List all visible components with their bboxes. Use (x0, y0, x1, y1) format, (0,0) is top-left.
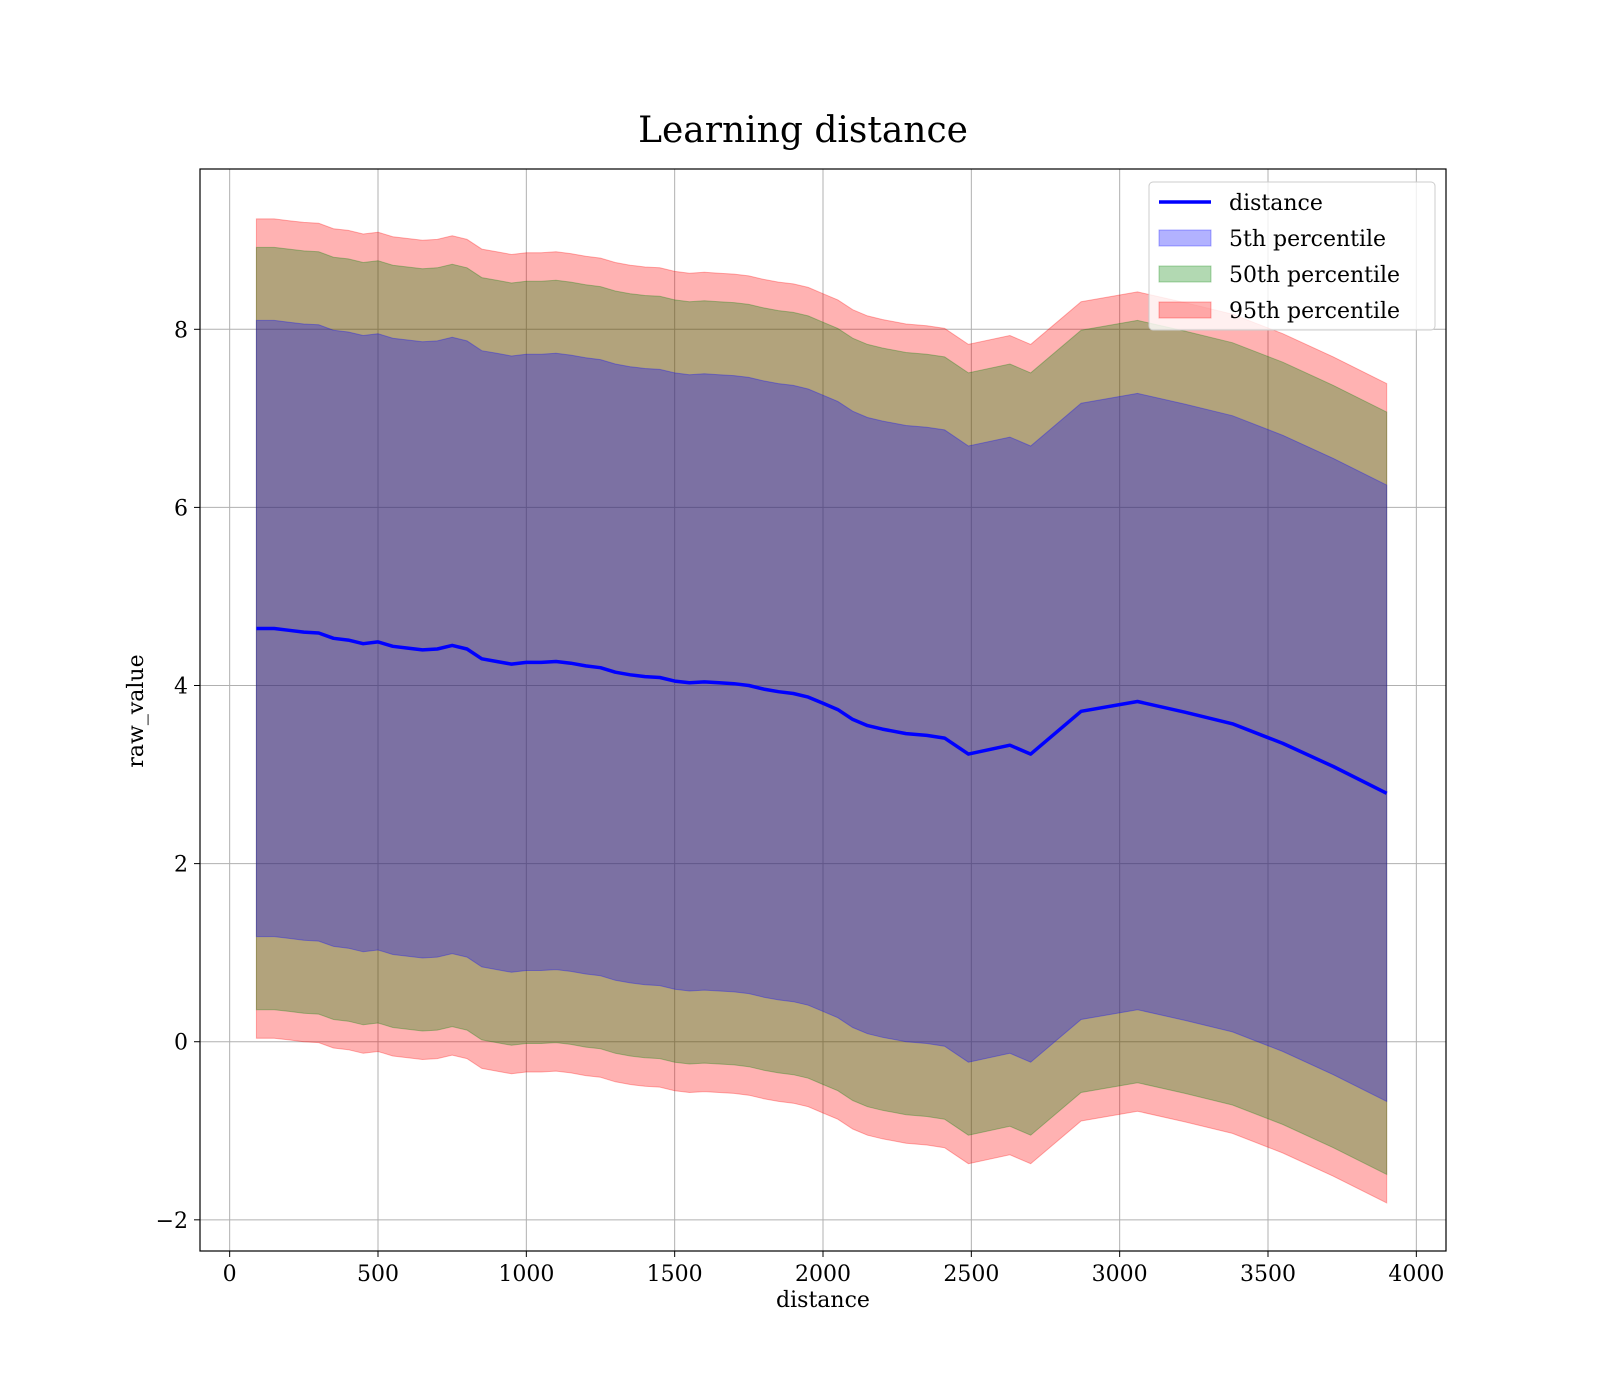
percentile-band-50th (255, 246, 1388, 1176)
legend-patch-swatch (1158, 301, 1212, 319)
x-tick-label: 2500 (943, 1262, 999, 1287)
y-tick-label: 8 (174, 318, 188, 343)
x-tick-label: 3000 (1092, 1262, 1148, 1287)
legend-label: 50th percentile (1229, 263, 1400, 288)
y-tick-label: 6 (174, 496, 188, 521)
bands-layer (255, 218, 1388, 1204)
y-tick-label: −2 (156, 1209, 188, 1234)
legend-label: 5th percentile (1229, 227, 1386, 252)
y-tick-label: 0 (174, 1031, 188, 1056)
legend: distance 5th percentile 50th percentile 95t… (1148, 181, 1436, 331)
distance-series-line (256, 626, 1388, 795)
legend-label: 95th percentile (1229, 299, 1400, 324)
lines-layer (256, 626, 1388, 795)
legend-label: distance (1229, 191, 1323, 216)
legend-patch-swatch (1158, 265, 1212, 283)
y-tick-label: 4 (174, 675, 188, 700)
y-axis-label: raw_value (124, 654, 149, 767)
y-axis-ticks: −2 0 2 4 6 8 (156, 318, 200, 1234)
x-tick-label: 0 (223, 1262, 237, 1287)
x-tick-label: 1500 (647, 1262, 703, 1287)
percentile-band-95th (255, 218, 1388, 1204)
grid-layer (200, 169, 1446, 1251)
x-tick-label: 3500 (1240, 1262, 1296, 1287)
y-tick-label: 2 (174, 853, 188, 878)
x-axis-label: distance (776, 1288, 870, 1313)
chart-title: Learning distance (638, 110, 968, 151)
x-axis-ticks: 0 500 1000 1500 2000 2500 3000 3500 4000 (223, 1251, 1444, 1287)
x-tick-label: 4000 (1388, 1262, 1444, 1287)
legend-box (1148, 181, 1436, 331)
legend-patch-swatch (1158, 229, 1212, 247)
x-tick-label: 500 (357, 1262, 399, 1287)
x-tick-label: 2000 (795, 1262, 851, 1287)
x-tick-label: 1000 (498, 1262, 554, 1287)
percentile-band-5th (255, 319, 1388, 1103)
